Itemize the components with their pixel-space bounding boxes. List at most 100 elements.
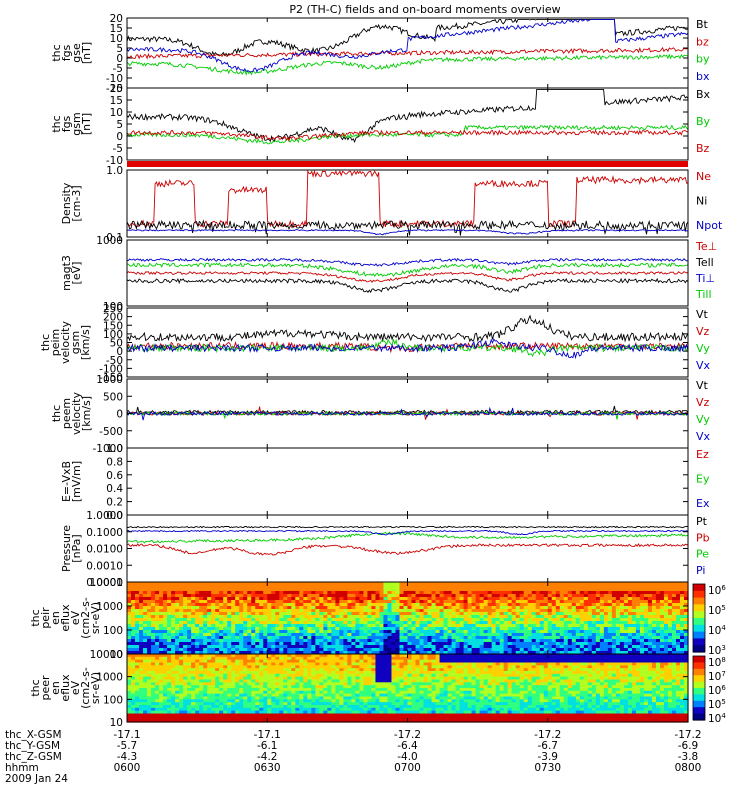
heat-cell [131,662,136,666]
heat-cell [671,618,677,622]
heat-cell [483,591,489,595]
heat-cell [195,621,200,625]
heat-cell [351,612,357,616]
heat-cell [431,656,437,661]
heat-cell [671,633,677,637]
heat-cell [567,671,573,675]
heat-cell [155,648,160,652]
colorbar-swatch [693,648,705,651]
colorbar-swatch [693,629,705,633]
heat-cell [471,618,477,622]
heat-cell [591,662,597,666]
heat-cell [547,665,553,669]
heat-cell [487,633,493,637]
heat-cell [215,582,220,586]
heat-cell [271,600,276,604]
heat-cell [399,600,405,604]
heat-cell [167,588,172,592]
heat-cell [423,609,429,613]
heat-cell [451,662,457,666]
heat-cell [323,603,328,607]
heat-cell [503,662,509,666]
heat-cell [367,624,373,628]
heat-cell [335,654,340,658]
heat-cell [647,618,653,622]
heat-cell [211,656,216,661]
heat-cell [175,662,180,666]
heat-cell [407,645,413,649]
heat-cell [411,600,417,604]
heat-cell [375,612,381,616]
colorbar-swatch [693,597,705,600]
heat-cell [143,636,148,640]
heat-cell [239,618,244,622]
heat-cell [395,645,401,649]
heat-cell [495,594,501,598]
heat-cell [659,627,665,631]
heat-cell [135,588,140,592]
heat-cell [155,624,160,628]
heat-cell [635,648,641,652]
heat-cell [515,671,521,675]
heat-cell [439,676,445,681]
heat-cell [547,594,553,598]
heat-cell [295,606,300,610]
heat-cell [579,591,585,595]
heat-cell [587,673,593,678]
heat-cell [535,659,541,664]
heat-cell [455,645,461,649]
heat-cell [239,615,244,619]
heat-cell [515,633,521,637]
heat-cell [627,612,633,616]
heat-cell [679,659,685,664]
heat-cell [283,636,288,640]
heat-cell [523,597,529,601]
heat-cell [651,621,657,625]
heat-cell [479,673,485,678]
heat-cell [295,642,300,646]
heat-cell [483,639,489,643]
heat-cell [291,591,296,595]
heat-cell [287,668,292,672]
heat-cell [535,668,541,672]
heat-cell [571,618,577,622]
heat-cell [135,609,140,613]
heat-cell [603,600,609,604]
heat-cell [595,651,601,655]
heat-cell [431,597,437,601]
heat-cell [571,639,577,643]
heat-cell [243,648,248,652]
heat-cell [571,627,577,631]
heat-cell [675,594,681,598]
heat-cell [435,621,441,625]
heat-cell [595,668,601,672]
heat-cell [127,606,132,610]
heat-cell [439,603,445,607]
heat-cell [607,612,613,616]
heat-cell [387,609,393,613]
heat-cell [199,662,204,666]
heat-cell [259,648,264,652]
heat-cell [299,585,304,589]
heat-cell [271,659,276,664]
heat-cell [375,645,381,649]
heat-cell [467,597,473,601]
heat-cell [471,659,477,664]
heat-cell [187,639,192,643]
heat-cell [147,651,152,655]
heat-cell [575,621,581,625]
heat-cell [147,618,152,622]
heat-cell [263,671,268,675]
heat-cell [427,624,433,628]
heat-cell [219,676,224,681]
heat-cell [503,597,509,601]
heat-cell [335,597,340,601]
heat-cell [611,627,617,631]
heat-cell [167,656,172,661]
heat-cell [287,600,292,604]
heat-cell [303,651,308,655]
heat-cell [303,591,308,595]
heat-cell [159,600,164,604]
heat-cell [619,651,625,655]
heat-cell [391,603,397,607]
